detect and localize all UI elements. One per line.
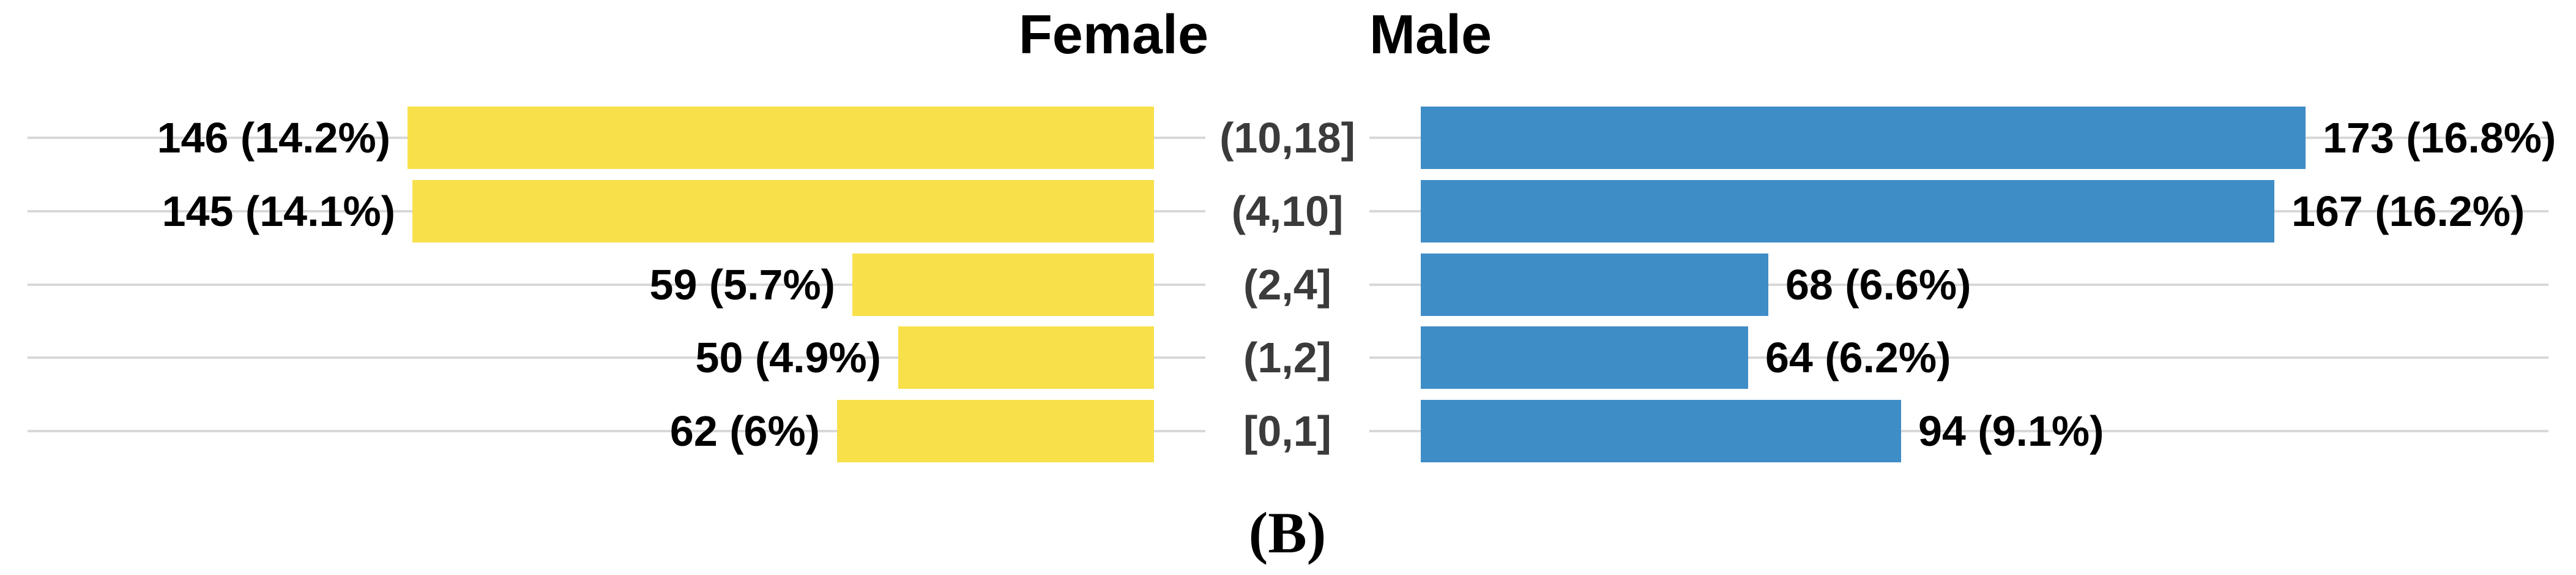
gridline-female-panel xyxy=(28,356,1205,359)
male-panel-title: Male xyxy=(1369,4,1492,66)
gridline-male-panel xyxy=(1369,430,2548,432)
male-value-label: 173 (16.8%) xyxy=(2323,114,2556,162)
gridline-male-panel xyxy=(1369,356,2548,359)
female-panel-title: Female xyxy=(1018,4,1208,66)
female-value-label: 59 (5.7%) xyxy=(649,261,835,309)
category-label: [0,1] xyxy=(1243,407,1331,455)
category-label: (4,10] xyxy=(1231,187,1344,235)
gridline-female-panel xyxy=(28,430,1205,432)
female-value-label: 146 (14.2%) xyxy=(157,114,390,162)
male-bar xyxy=(1421,326,1748,389)
male-bar xyxy=(1421,254,1768,316)
male-value-label: 64 (6.2%) xyxy=(1765,334,1951,381)
gridline-female-panel xyxy=(28,284,1205,286)
female-value-label: 145 (14.1%) xyxy=(162,187,395,235)
category-label: (2,4] xyxy=(1243,261,1331,309)
gridline-male-panel xyxy=(1369,284,2548,286)
category-label: (1,2] xyxy=(1243,334,1331,381)
male-value-label: 68 (6.6%) xyxy=(1785,261,1971,309)
male-bar xyxy=(1421,180,2274,242)
female-bar xyxy=(852,254,1154,316)
female-bar xyxy=(408,107,1154,169)
category-label: (10,18] xyxy=(1219,114,1355,162)
figure-caption: (B) xyxy=(1248,500,1327,565)
male-bar xyxy=(1421,107,2306,169)
male-value-label: 94 (9.1%) xyxy=(1918,407,2104,455)
male-bar xyxy=(1421,400,1901,462)
female-bar xyxy=(898,326,1154,389)
female-bar xyxy=(837,400,1154,462)
female-bar xyxy=(412,180,1154,242)
female-value-label: 50 (4.9%) xyxy=(695,334,881,381)
male-value-label: 167 (16.2%) xyxy=(2291,187,2525,235)
female-value-label: 62 (6%) xyxy=(669,407,820,455)
